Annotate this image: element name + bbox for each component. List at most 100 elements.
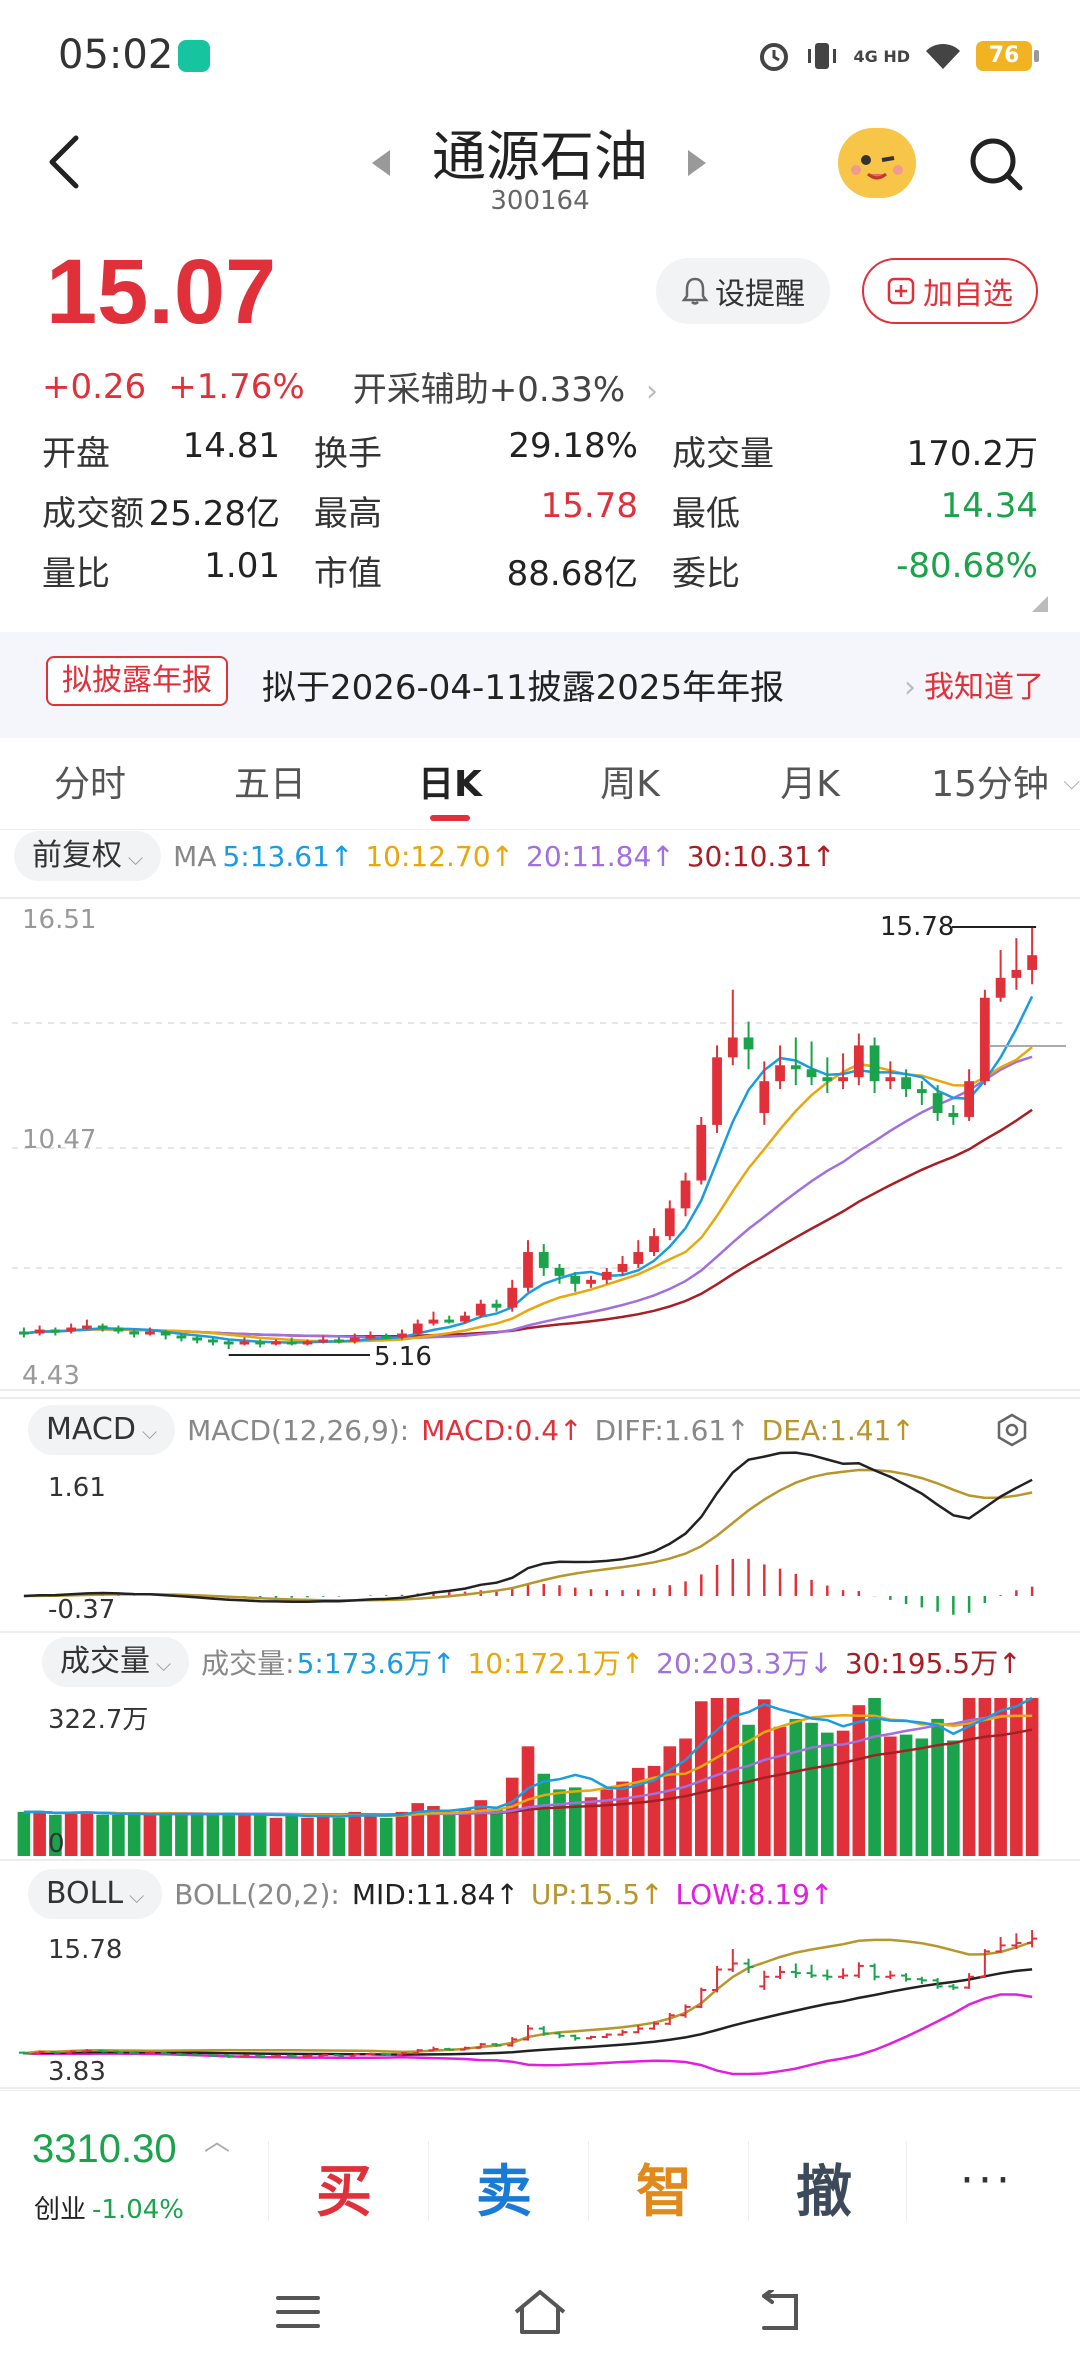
candle-body bbox=[365, 1335, 376, 1339]
candle-body bbox=[334, 1339, 344, 1343]
cancel-order-button[interactable]: 撤 bbox=[796, 2160, 852, 2225]
macd-axis-top: 1.61 bbox=[48, 1473, 106, 1503]
diff-value: DIFF:1.61↑ bbox=[594, 1413, 750, 1447]
candle-body bbox=[286, 1341, 297, 1345]
notice-text[interactable]: 拟于2026-04-11披露2025年年报 bbox=[262, 668, 785, 708]
indicator-settings-icon[interactable] bbox=[994, 1412, 1030, 1448]
candle-body bbox=[176, 1335, 187, 1339]
candle-body bbox=[192, 1337, 203, 1341]
stat-label: 市值 bbox=[314, 553, 382, 594]
prev-stock-icon[interactable] bbox=[368, 148, 392, 178]
boll-row: BOLL ⌵ BOLL(20,2): MID:11.84↑ UP:15.5↑ LO… bbox=[28, 1866, 833, 1922]
candle-body bbox=[932, 1093, 943, 1113]
stat-value: -80.68% bbox=[896, 545, 1038, 586]
volume-bar bbox=[411, 1803, 425, 1856]
volume-bar bbox=[490, 1808, 503, 1856]
next-stock-icon[interactable] bbox=[686, 148, 710, 178]
volume-bar bbox=[80, 1811, 94, 1856]
volume-bar bbox=[631, 1767, 645, 1856]
tab-2[interactable]: 日K bbox=[360, 740, 540, 829]
mascot-icon[interactable] bbox=[838, 128, 916, 198]
volume-bar bbox=[206, 1814, 220, 1856]
adjust-selector[interactable]: 前复权 ⌵ bbox=[14, 831, 162, 881]
volume-bar bbox=[285, 1814, 298, 1856]
set-alert-button[interactable]: 设提醒 bbox=[656, 258, 830, 324]
tab-0[interactable]: 分时 bbox=[53, 764, 126, 805]
stat-label: 最低 bbox=[672, 493, 740, 534]
candle-body bbox=[145, 1331, 155, 1335]
candle-body bbox=[428, 1319, 439, 1324]
vol10-value: 10:172.1万↑ bbox=[467, 1647, 645, 1680]
candle-body bbox=[649, 1236, 659, 1253]
stat-cell: 开盘 14.81 bbox=[42, 426, 314, 475]
assist-indicator[interactable]: 开采辅助+0.33% › bbox=[353, 362, 658, 411]
boll-selector[interactable]: BOLL ⌵ bbox=[28, 1869, 163, 1919]
notice-ack-button[interactable]: › 我知道了 bbox=[904, 662, 1044, 706]
volume-bar bbox=[159, 1811, 172, 1856]
volume-bar bbox=[395, 1811, 409, 1856]
volume-bar bbox=[175, 1814, 188, 1856]
sell-button[interactable]: 卖 bbox=[476, 2160, 532, 2225]
volume-selector[interactable]: 成交量 ⌵ bbox=[42, 1637, 190, 1687]
vol5-line bbox=[23, 1696, 1033, 1818]
volume-bar bbox=[568, 1787, 582, 1856]
search-icon[interactable] bbox=[966, 134, 1026, 194]
ma10-value: 10:12.70↑ bbox=[365, 839, 515, 873]
chevron-right-icon: › bbox=[904, 670, 916, 705]
add-watchlist-button[interactable]: 加自选 bbox=[862, 258, 1038, 324]
candle-body bbox=[18, 1331, 29, 1335]
volume-bar bbox=[364, 1814, 377, 1856]
tab-3[interactable]: 周K bbox=[600, 764, 660, 805]
chevron-down-icon: ⌵ bbox=[129, 1884, 145, 1908]
volume-bar bbox=[348, 1811, 362, 1856]
more-button[interactable]: ··· bbox=[960, 2155, 1014, 2206]
app-notification-icon bbox=[178, 40, 210, 72]
back-arrow-icon[interactable] bbox=[44, 132, 84, 192]
candle-body bbox=[885, 1077, 896, 1082]
expand-stats-icon[interactable] bbox=[1032, 596, 1048, 612]
chevron-down-icon: ⌵ bbox=[128, 846, 144, 870]
volume-bar bbox=[64, 1811, 78, 1856]
volume-row: 成交量 ⌵ 成交量: 5:173.6万↑ 10:172.1万↑ 20:203.3万… bbox=[42, 1634, 1022, 1690]
volume-bar bbox=[663, 1746, 677, 1856]
volume-bar bbox=[427, 1806, 440, 1856]
bell-icon bbox=[681, 277, 709, 305]
kline-axis-bottom: 4.43 bbox=[22, 1361, 80, 1391]
tab-5[interactable]: 15分钟 bbox=[931, 764, 1049, 805]
boll-up-value: UP:15.5↑ bbox=[530, 1877, 664, 1911]
chevron-up-icon[interactable]: ︿ bbox=[204, 2127, 231, 2157]
ma5-line bbox=[23, 995, 1034, 1344]
stat-cell: 成交量 170.2万 bbox=[672, 426, 1042, 475]
candle-body bbox=[712, 1057, 722, 1125]
smart-button[interactable]: 智 bbox=[636, 2160, 692, 2225]
candle-body bbox=[853, 1045, 864, 1078]
ma30-line bbox=[23, 1108, 1033, 1338]
volume-bar bbox=[584, 1797, 598, 1856]
buy-button[interactable]: 买 bbox=[316, 2160, 372, 2225]
candle-body bbox=[775, 1065, 785, 1082]
stat-value: 170.2万 bbox=[906, 433, 1038, 474]
volume-bar bbox=[710, 1698, 724, 1856]
macd-value: MACD:0.4↑ bbox=[421, 1413, 583, 1447]
boll-low-value: LOW:8.19↑ bbox=[675, 1877, 834, 1911]
index-value[interactable]: 3310.30 bbox=[32, 2127, 177, 2171]
chevron-down-icon[interactable]: ⌵ bbox=[1063, 770, 1080, 795]
home-icon[interactable] bbox=[512, 2288, 568, 2336]
stock-name: 通源石油 bbox=[432, 125, 648, 188]
diff-line bbox=[23, 1451, 1033, 1604]
back-nav-icon[interactable] bbox=[756, 2290, 804, 2334]
volume-bar bbox=[868, 1698, 881, 1856]
volume-bar bbox=[96, 1814, 109, 1856]
candle-body bbox=[554, 1267, 565, 1276]
boll-selector-label: BOLL bbox=[46, 1876, 124, 1911]
tab-1[interactable]: 五日 bbox=[233, 764, 306, 805]
candle-body bbox=[727, 1037, 738, 1058]
stat-label: 成交量 bbox=[672, 433, 774, 474]
stat-label: 成交额 bbox=[42, 493, 144, 534]
volume-bar bbox=[616, 1781, 629, 1856]
menu-icon[interactable] bbox=[274, 2292, 322, 2332]
macd-selector[interactable]: MACD ⌵ bbox=[28, 1405, 176, 1455]
tab-4[interactable]: 月K bbox=[780, 764, 840, 805]
candle-body bbox=[916, 1089, 927, 1094]
kline-chart-area[interactable]: 16.51 10.47 4.43 15.78 5.16 1.61 -0.37 322.7万 0 1… bbox=[0, 880, 1080, 2090]
